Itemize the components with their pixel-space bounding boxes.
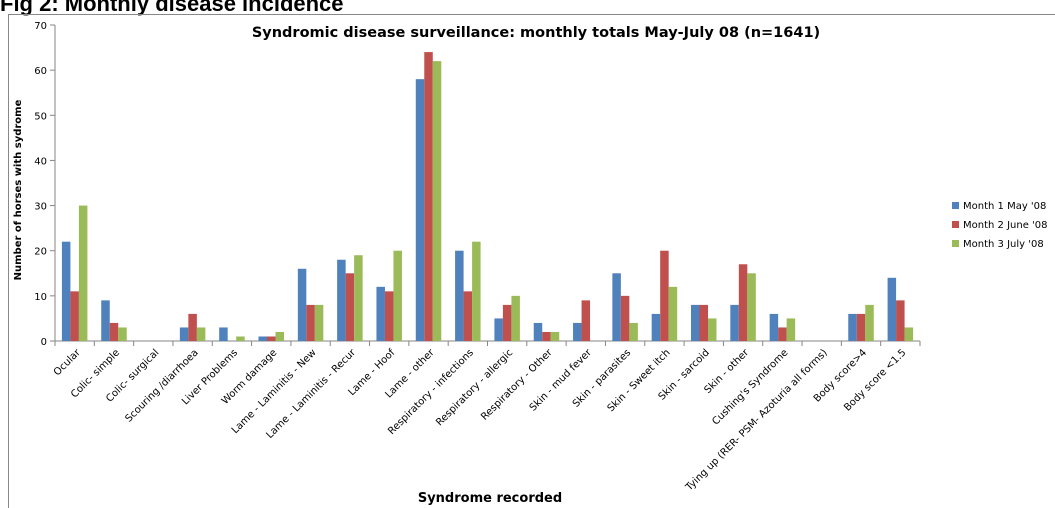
bar-2-22 bbox=[896, 300, 905, 341]
bar-1-9 bbox=[376, 286, 385, 341]
bar-2-16 bbox=[660, 250, 669, 341]
x-tick-label: Scouring /diarrhoea bbox=[123, 347, 200, 424]
bar-1-2 bbox=[101, 300, 110, 341]
bar-3-11 bbox=[472, 241, 481, 341]
bar-2-6 bbox=[267, 336, 276, 341]
y-tick-label: 30 bbox=[34, 202, 47, 213]
bar-1-4 bbox=[179, 327, 189, 341]
x-tick-label: Ocular bbox=[52, 347, 84, 379]
chart-title: Syndromic disease surveillance: monthly … bbox=[252, 25, 820, 41]
bar-3-13 bbox=[550, 331, 560, 341]
bar-2-15 bbox=[620, 295, 630, 341]
bar-2-14 bbox=[581, 300, 591, 341]
x-tick-label: Respiratory - allergic bbox=[434, 347, 515, 428]
bar-3-12 bbox=[511, 295, 520, 341]
bar-3-10 bbox=[432, 61, 442, 342]
bar-3-7 bbox=[314, 304, 324, 341]
bars bbox=[61, 52, 914, 342]
bar-3-8 bbox=[354, 255, 363, 341]
bar-1-14 bbox=[573, 322, 582, 341]
bar-3-16 bbox=[668, 286, 678, 341]
bar-2-9 bbox=[384, 291, 394, 341]
y-tick-label: 60 bbox=[34, 66, 47, 77]
bar-3-6 bbox=[275, 331, 284, 341]
figure-heading: Fig 2: Monthly disease incidence bbox=[0, 0, 344, 16]
bar-1-6 bbox=[258, 336, 267, 341]
bar-2-13 bbox=[542, 331, 551, 341]
y-tick-label: 40 bbox=[34, 156, 47, 167]
bar-1-16 bbox=[651, 313, 661, 341]
bar-3-18 bbox=[747, 273, 756, 341]
bar-2-7 bbox=[306, 304, 315, 341]
x-tick-label: Cushing's Syndrome bbox=[710, 347, 790, 427]
x-tick-label: Respiratory - Other bbox=[479, 347, 555, 423]
bar-2-21 bbox=[856, 313, 866, 341]
bar-2-4 bbox=[188, 313, 197, 341]
bar-3-1 bbox=[78, 205, 88, 341]
y-axis-label: Number of horses with sydrome bbox=[13, 99, 24, 280]
bar-1-17 bbox=[691, 304, 700, 341]
bar-1-11 bbox=[455, 250, 464, 341]
bar-3-19 bbox=[786, 318, 796, 341]
y-tick-label: 50 bbox=[34, 111, 47, 122]
bar-3-21 bbox=[865, 304, 874, 341]
legend-swatch bbox=[952, 221, 959, 228]
bar-2-12 bbox=[502, 304, 512, 341]
bar-1-10 bbox=[415, 79, 425, 342]
bar-2-19 bbox=[778, 327, 787, 341]
legend-swatch bbox=[952, 240, 959, 247]
legend-swatch bbox=[952, 202, 959, 209]
bar-1-21 bbox=[848, 313, 857, 341]
bar-1-1 bbox=[61, 241, 71, 341]
y-tick-label: 70 bbox=[34, 21, 47, 32]
bar-2-1 bbox=[70, 291, 79, 341]
bar-2-8 bbox=[345, 273, 355, 341]
bar-3-4 bbox=[196, 327, 206, 341]
bar-3-22 bbox=[904, 327, 914, 341]
bar-1-12 bbox=[494, 318, 503, 341]
bar-2-17 bbox=[699, 304, 708, 341]
x-tick-label: Tying up (RER- PSM- Azoturia all forms) bbox=[683, 347, 830, 494]
y-tick-label: 0 bbox=[41, 337, 47, 348]
bar-1-18 bbox=[730, 304, 739, 341]
bar-3-17 bbox=[708, 318, 717, 341]
y-tick-label: 20 bbox=[34, 247, 47, 258]
bar-2-2 bbox=[109, 322, 119, 341]
legend-label: Month 2 June '08 bbox=[963, 220, 1048, 231]
legend: Month 1 May '08 Month 2 June '08 Month 3 J… bbox=[952, 201, 1048, 250]
bar-1-19 bbox=[769, 313, 779, 341]
bar-3-2 bbox=[118, 327, 127, 341]
bar-2-11 bbox=[463, 291, 473, 341]
chart-frame bbox=[8, 14, 1055, 508]
bar-2-18 bbox=[738, 264, 748, 341]
x-axis-label: Syndrome recorded bbox=[418, 491, 562, 506]
bar-1-22 bbox=[887, 277, 897, 341]
legend-label: Month 1 May '08 bbox=[963, 201, 1046, 212]
bar-3-9 bbox=[393, 250, 402, 341]
bar-1-8 bbox=[337, 259, 346, 341]
bar-2-10 bbox=[424, 52, 433, 342]
bar-1-13 bbox=[533, 322, 543, 341]
bar-3-15 bbox=[629, 322, 638, 341]
bar-1-15 bbox=[612, 273, 621, 341]
bar-1-5 bbox=[219, 327, 228, 341]
y-tick-label: 10 bbox=[34, 292, 47, 303]
bar-1-7 bbox=[297, 268, 307, 341]
legend-label: Month 3 July '08 bbox=[963, 239, 1044, 250]
bar-3-5 bbox=[236, 336, 245, 341]
